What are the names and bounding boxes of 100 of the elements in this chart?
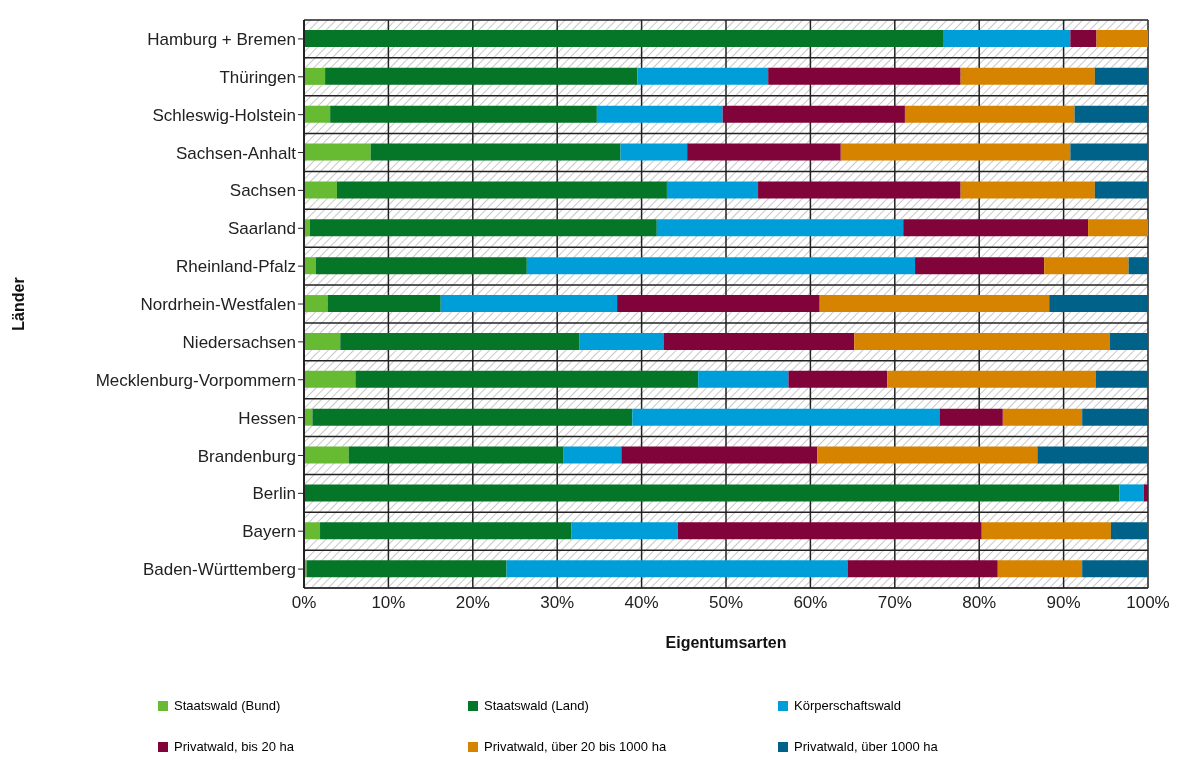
bar (698, 370, 789, 388)
bar (1037, 446, 1148, 464)
x-tick-label: 90% (1046, 593, 1081, 613)
x-tick-label: 30% (540, 593, 575, 613)
x-tick-label: 20% (455, 593, 490, 613)
bar (997, 560, 1083, 578)
y-tick-label: Saarland (227, 219, 296, 239)
bar (596, 105, 723, 123)
bar (563, 446, 622, 464)
x-tick-label: 0% (291, 593, 317, 613)
bar (1110, 332, 1148, 350)
bar (304, 143, 371, 161)
legend-label: Privatwald, bis 20 ha (174, 739, 294, 754)
bar (312, 408, 633, 426)
y-tick-label: Niedersachsen (182, 332, 296, 352)
bar (304, 105, 331, 123)
x-tick-label: 60% (793, 593, 828, 613)
bar (370, 143, 621, 161)
bar (677, 522, 982, 540)
y-tick-label: Rheinland-Pfalz (175, 257, 296, 277)
bar (306, 560, 507, 578)
x-tick-label: 80% (962, 593, 997, 613)
bar (1044, 257, 1129, 275)
bar (1128, 257, 1148, 275)
x-axis-title: Eigentumsarten (665, 634, 787, 651)
legend-label: Privatwald, über 1000 ha (794, 739, 938, 754)
bar (854, 332, 1111, 350)
bar (304, 181, 337, 199)
bar (632, 408, 940, 426)
legend-label: Staatswald (Land) (484, 698, 589, 713)
x-tick-label: 10% (371, 593, 406, 613)
bar (325, 67, 638, 85)
bar (348, 446, 564, 464)
y-tick-label: Nordrhein-Westfalen (140, 295, 296, 315)
y-tick-label: Bayern (242, 522, 296, 542)
y-axis-title: Länder (9, 277, 27, 331)
bar (960, 181, 1095, 199)
bar (903, 219, 1089, 237)
bar (819, 295, 1050, 313)
bar (304, 370, 356, 388)
bar (904, 105, 1075, 123)
y-tick-label: Hessen (238, 408, 296, 428)
bar (315, 257, 527, 275)
bar (506, 560, 848, 578)
bar (1110, 522, 1148, 540)
y-tick-label: Schleswig-Holstein (152, 105, 296, 125)
y-tick-label: Brandenburg (197, 446, 296, 466)
bar (327, 295, 441, 313)
legend-label: Staatswald (Bund) (174, 698, 281, 713)
bar (440, 295, 618, 313)
bar (304, 257, 316, 275)
bar (1082, 408, 1148, 426)
bar (687, 143, 841, 161)
bar (620, 143, 688, 161)
bar (304, 484, 1120, 502)
x-tick-label: 50% (708, 593, 744, 613)
bar (840, 143, 1071, 161)
bar (1094, 181, 1148, 199)
bar (1119, 484, 1144, 502)
bar (304, 67, 326, 85)
bar (1070, 30, 1097, 47)
bar (1074, 105, 1148, 123)
bar (621, 446, 818, 464)
bar (1070, 143, 1148, 161)
x-tick-label: 70% (877, 593, 912, 613)
bar (304, 522, 321, 540)
bar (330, 105, 597, 123)
bar (1002, 408, 1083, 426)
bar (320, 522, 572, 540)
bar (768, 67, 961, 85)
bar (304, 446, 349, 464)
bar (1094, 67, 1148, 85)
bar (304, 295, 328, 313)
bar (304, 30, 944, 47)
y-tick-label: Thüringen (219, 67, 296, 87)
bar (915, 257, 1045, 275)
y-tick-label: Sachsen-Anhalt (175, 143, 297, 163)
bar (656, 219, 904, 237)
bar (847, 560, 998, 578)
bar (943, 30, 1071, 47)
bar (617, 295, 820, 313)
bar (579, 332, 664, 350)
bar (340, 332, 580, 350)
y-tick-label: Baden-Württemberg (142, 560, 296, 580)
bar (666, 181, 759, 199)
legend-label: Privatwald, über 20 bis 1000 ha (484, 739, 667, 754)
bar (663, 332, 855, 350)
bar (1096, 30, 1148, 47)
bar (758, 181, 961, 199)
bar (637, 67, 769, 85)
bar (355, 370, 699, 388)
y-tick-label: Hamburg + Bremen (147, 29, 296, 49)
bar (981, 522, 1111, 540)
bar (939, 408, 1003, 426)
bar (788, 370, 888, 388)
legend-label: Körperschaftswald (794, 698, 901, 713)
bar (817, 446, 1038, 464)
bar (571, 522, 678, 540)
bar (304, 332, 341, 350)
bar (887, 370, 1096, 388)
